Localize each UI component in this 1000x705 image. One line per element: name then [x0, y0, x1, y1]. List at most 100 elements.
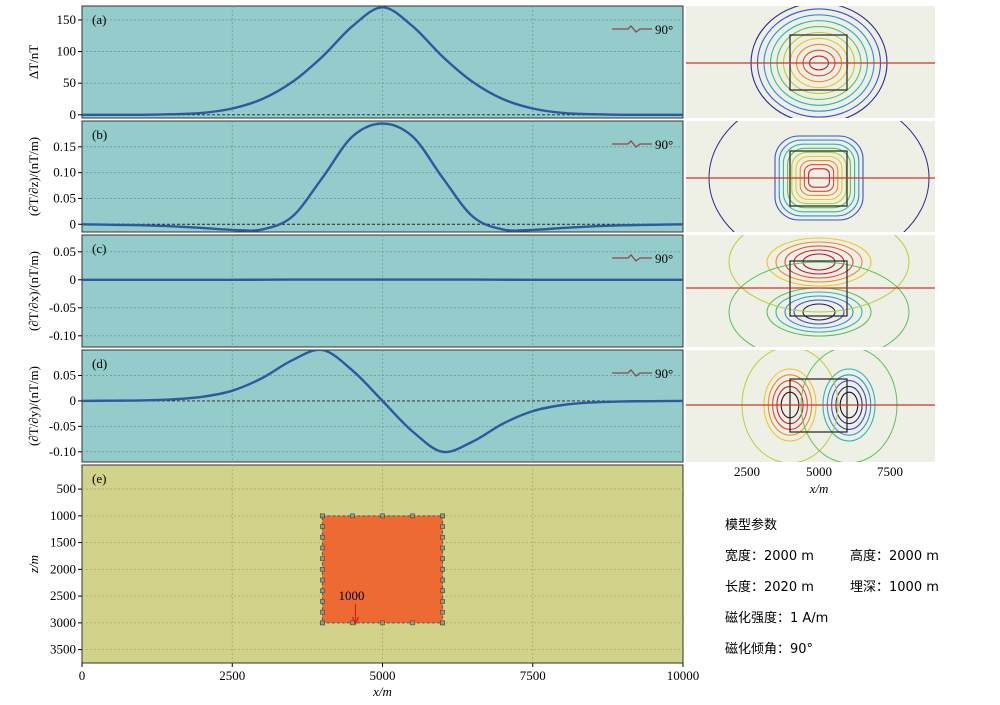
block-handle [380, 620, 385, 626]
block-annotation: 1000 [338, 588, 364, 603]
y-tick-label: 2500 [50, 588, 76, 603]
y-tick-label: 1000 [50, 508, 76, 523]
block-handle [320, 534, 325, 540]
contour-line [728, 235, 910, 313]
legend: 90° [612, 366, 673, 381]
y-tick-label: 0.05 [53, 244, 76, 259]
series-line [82, 122, 683, 232]
y-tick-label: 3500 [50, 642, 76, 657]
map-background [686, 6, 935, 118]
block-handle [320, 588, 325, 594]
legend: 90° [612, 251, 673, 266]
y-tick-label: 0 [70, 216, 77, 231]
contour-line [784, 245, 854, 279]
block-handle [440, 577, 445, 583]
map-x-axis: 2500 5000 7500 x/m [734, 464, 903, 496]
series-line [82, 350, 683, 454]
map-x-tick-label: 5000 [806, 464, 832, 479]
x-tick-label: 7500 [520, 668, 546, 683]
block-handle [350, 513, 355, 519]
block-handle [320, 620, 325, 626]
block-handle [440, 567, 445, 572]
contour-map-2 [686, 121, 935, 232]
contour-line [793, 249, 845, 275]
block-handle [440, 524, 445, 529]
block-handle [320, 567, 325, 572]
block-handle [320, 577, 325, 583]
map-x-axis-label: x/m [809, 481, 829, 496]
height-param: 高度：2000 m [850, 549, 939, 564]
block-handle [440, 620, 445, 626]
block-handle [440, 534, 445, 540]
y-tick-label: -0.05 [49, 300, 76, 315]
y-tick-label: 0 [70, 393, 77, 408]
map-x-tick-label: 2500 [734, 464, 760, 479]
y-tick-label: 0.05 [53, 190, 76, 205]
block-handle [380, 513, 385, 519]
contour-line [802, 303, 836, 321]
x-tick-label: 5000 [370, 668, 396, 683]
block-handle [320, 524, 325, 529]
x-tick-label: 10000 [667, 668, 700, 683]
model-parameters: 模型参数 宽度：2000 m 高度：2000 m 长度：2020 m 埋深：10… [725, 510, 985, 665]
contour-line [784, 295, 854, 329]
block-handle [320, 556, 325, 561]
y-tick-label: 0.15 [53, 139, 76, 154]
magnetization-param: 磁化强度：1 A/m [725, 611, 829, 626]
inclination-param: 磁化倾角：90° [725, 642, 814, 657]
panel-a: 0 50 100 150 (a) 90° ΔT/nT [26, 5, 684, 122]
legend-label: 90° [655, 137, 673, 152]
legend-line [612, 25, 652, 33]
y-tick-label: 0 [70, 107, 77, 122]
panel-b: 0 0.05 0.10 0.15 (b) 90° (∂T/∂z)/(nT/m) [26, 120, 684, 233]
panel-e: 0 2500 5000 7500 10000 500 1000 1500 2000 2500 300… [26, 464, 700, 699]
arrow-head [351, 616, 360, 626]
panel-label: (a) [92, 12, 106, 27]
block-handle [320, 545, 325, 551]
x-tick-label: 0 [79, 668, 86, 683]
block-handle [320, 609, 325, 615]
y-axis-label: ΔT/nT [26, 45, 41, 79]
y-tick-label: 3000 [50, 615, 76, 630]
block-handle [440, 599, 445, 604]
contour-map-3 [686, 235, 935, 347]
y-tick-label: -0.10 [49, 328, 76, 343]
contour-map-1 [686, 6, 935, 118]
block-handle [440, 588, 445, 594]
map-background [686, 235, 935, 347]
block-handle [410, 513, 415, 519]
x-axis-label: x/m [372, 684, 392, 699]
legend-label: 90° [655, 22, 673, 37]
block-handle [440, 556, 445, 561]
panel-c: -0.10 -0.05 0 0.05 (c) 90° (∂T/∂x)/(nT/m) [26, 234, 684, 348]
contour-line [802, 253, 836, 271]
depth-param: 埋深：1000 m [850, 580, 939, 595]
block-handle [440, 545, 445, 551]
y-tick-label: -0.10 [49, 444, 76, 459]
block-handle [440, 513, 445, 519]
y-axis-label: (∂T/∂x)/(nT/m) [26, 251, 41, 331]
block-handle [320, 513, 325, 519]
contour-line [728, 261, 910, 347]
block-handle [320, 599, 325, 604]
y-tick-label: -0.05 [49, 418, 76, 433]
y-tick-label: 0.05 [53, 367, 76, 382]
panel-label: (c) [92, 241, 106, 256]
magnetic-block [321, 515, 444, 624]
y-tick-label: 2000 [50, 561, 76, 576]
panel-d: -0.10 -0.05 0 0.05 (d) 90° (∂T/∂y)/(nT/m) [26, 349, 684, 463]
contour-line [775, 241, 863, 283]
panel-label: (e) [92, 471, 106, 486]
y-tick-label: 0 [70, 272, 77, 287]
y-axis-label: (∂T/∂y)/(nT/m) [26, 366, 41, 446]
panel-label: (d) [92, 356, 107, 371]
legend-line [612, 369, 652, 377]
y-tick-label: 150 [57, 12, 77, 27]
series-line [82, 6, 683, 117]
y-axis-label: (∂T/∂z)/(nT/m) [26, 137, 41, 216]
length-param: 长度：2020 m [725, 580, 814, 595]
contour-maps: 2500 5000 7500 x/m [686, 6, 935, 496]
panel-label: (b) [92, 127, 107, 142]
width-param: 宽度：2000 m [725, 549, 814, 564]
params-title: 模型参数 [725, 518, 778, 533]
